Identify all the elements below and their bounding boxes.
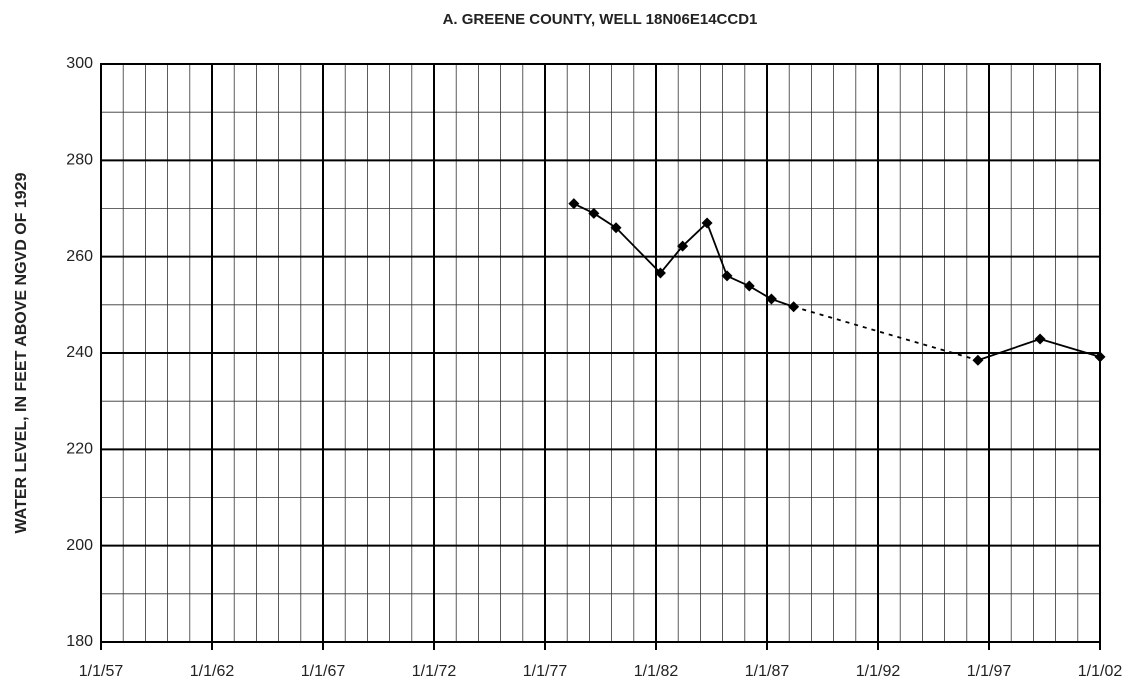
y-tick-label: 260 bbox=[66, 248, 93, 265]
data-point bbox=[721, 270, 733, 282]
x-tick-label: 1/1/92 bbox=[856, 663, 901, 680]
y-tick-label: 280 bbox=[66, 152, 93, 169]
x-tick-label: 1/1/82 bbox=[634, 663, 679, 680]
line-segment bbox=[593, 212, 617, 229]
data-point bbox=[568, 198, 580, 210]
x-tick-label: 1/1/87 bbox=[745, 663, 790, 680]
data-point bbox=[677, 240, 689, 252]
y-tick-label: 300 bbox=[66, 55, 93, 72]
data-point bbox=[588, 207, 600, 219]
y-tick-label: 240 bbox=[66, 344, 93, 361]
data-point bbox=[788, 301, 800, 313]
data-point bbox=[972, 354, 984, 366]
y-tick-label: 220 bbox=[66, 441, 93, 458]
x-tick-label: 1/1/97 bbox=[967, 663, 1012, 680]
line-segment bbox=[1039, 338, 1101, 358]
y-axis-label: WATER LEVEL, IN FEET ABOVE NGVD OF 1929 bbox=[13, 172, 30, 533]
x-tick-label: 1/1/67 bbox=[301, 663, 346, 680]
x-tick-label: 1/1/57 bbox=[79, 663, 124, 680]
x-tick-label: 1/1/62 bbox=[190, 663, 235, 680]
data-point bbox=[701, 217, 713, 229]
line-segment bbox=[706, 222, 728, 277]
data-point bbox=[765, 293, 777, 305]
line-segment bbox=[682, 222, 708, 247]
x-tick-label: 1/1/72 bbox=[412, 663, 457, 680]
chart-title: A. GREENE COUNTY, WELL 18N06E14CCD1 bbox=[443, 11, 758, 28]
x-tick-label: 1/1/77 bbox=[523, 663, 568, 680]
data-point bbox=[743, 280, 755, 292]
line-segment bbox=[659, 245, 684, 274]
x-tick-label: 1/1/02 bbox=[1078, 663, 1123, 680]
y-tick-label: 180 bbox=[66, 633, 93, 650]
line-segment bbox=[615, 227, 662, 274]
y-tick-label: 200 bbox=[66, 537, 93, 554]
data-point bbox=[1034, 333, 1046, 345]
line-segment bbox=[748, 285, 772, 300]
line-segment bbox=[977, 338, 1041, 362]
data-point bbox=[610, 222, 622, 234]
data-point bbox=[1094, 351, 1106, 363]
data-point bbox=[654, 267, 666, 279]
